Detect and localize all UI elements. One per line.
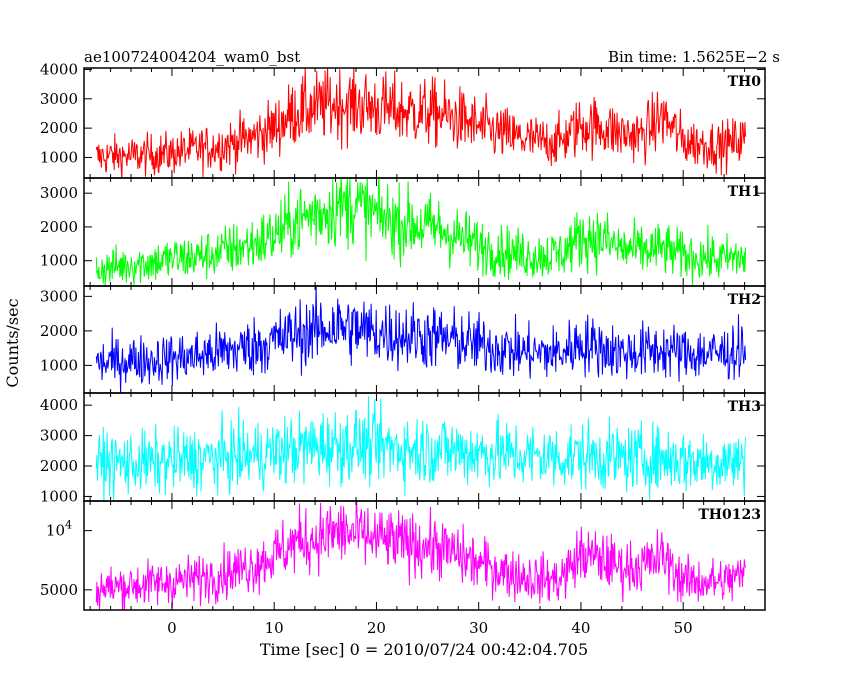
panel-frame	[83, 500, 766, 611]
y-tick-label: 3000	[40, 184, 78, 202]
y-tick-label: 2000	[40, 322, 78, 340]
y-tick-label: 2000	[40, 119, 78, 137]
y-tick-label: 3000	[40, 287, 78, 305]
panel-th3: 1000 2000 3000 4000 TH3	[40, 392, 766, 505]
x-tick-label: 30	[469, 619, 488, 637]
panel-label: TH3	[728, 399, 761, 415]
y-tick-label: 104	[46, 519, 72, 540]
x-tick-label: 0	[167, 619, 177, 637]
x-tick-label: 10	[265, 619, 284, 637]
panel-label: TH0123	[698, 507, 761, 523]
y-tick-label: 1000	[40, 148, 78, 166]
x-tick-label: 50	[674, 619, 693, 637]
series-th3	[95, 396, 747, 501]
y-tick-label: 1000	[40, 356, 78, 374]
panels-group: 1000 2000 3000 4000 TH0 1000 2000 3000 TH1 1000 20…	[40, 60, 766, 611]
y-tick-label: 4000	[40, 60, 78, 78]
panel-th1: 1000 2000 3000 TH1	[40, 177, 766, 287]
x-axis-label: Time [sec] 0 = 2010/07/24 00:42:04.705	[260, 640, 588, 659]
x-tick-labels: 0 10 20 30 40 50	[167, 619, 693, 637]
y-tick-label: 3000	[40, 90, 78, 108]
y-tick-label: 2000	[40, 218, 78, 236]
panel-th0123: 5000 104 TH0123	[40, 500, 766, 611]
panel-th0: 1000 2000 3000 4000 TH0	[40, 60, 766, 179]
y-tick-label: 1000	[40, 487, 78, 505]
panel-th2: 1000 2000 3000 TH2	[40, 285, 766, 394]
x-tick-label: 40	[571, 619, 590, 637]
panel-label: TH2	[728, 292, 761, 308]
series-th0123	[95, 501, 747, 610]
panel-label: TH1	[728, 184, 761, 200]
y-tick-label: 5000	[40, 581, 78, 599]
series-th0	[95, 68, 747, 178]
series-th1	[95, 178, 747, 286]
plot-right-title: Bin time: 1.5625E−2 s	[608, 48, 780, 66]
panel-label: TH0	[728, 74, 762, 90]
y-tick-label: 4000	[40, 396, 78, 414]
series-th2	[95, 286, 747, 393]
y-tick-label: 2000	[40, 457, 78, 475]
y-axis-label: Counts/sec	[3, 298, 22, 387]
plot-left-title: ae100724004204_wam0_bst	[84, 48, 300, 66]
y-tick-label: 3000	[40, 427, 78, 445]
y-tick-label: 1000	[40, 252, 78, 270]
x-tick-label: 20	[367, 619, 386, 637]
